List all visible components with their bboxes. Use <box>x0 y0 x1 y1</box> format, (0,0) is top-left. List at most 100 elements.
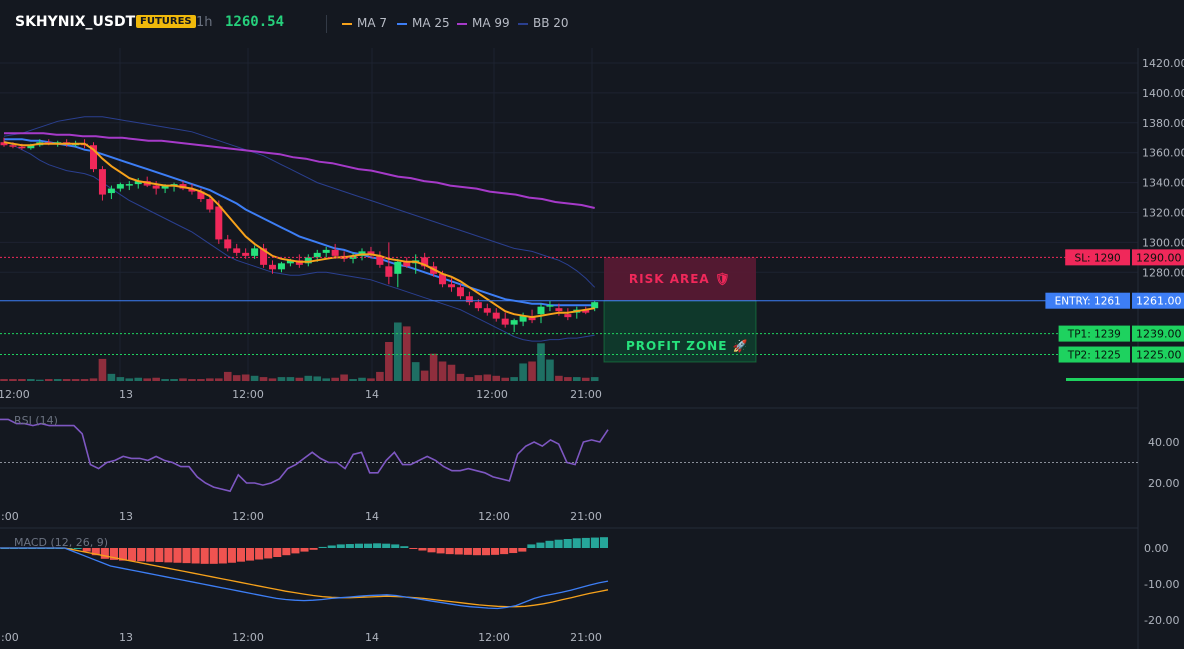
volume-bar <box>376 371 384 381</box>
macd-histogram-bar <box>118 548 128 561</box>
volume-bar <box>277 377 286 381</box>
macd-histogram-bar <box>518 548 527 552</box>
macd-histogram-bar <box>391 544 400 548</box>
macd-histogram-bar <box>146 548 155 562</box>
legend-bb20-swatch <box>518 22 528 25</box>
candle-body <box>18 146 26 149</box>
volume-bar <box>206 378 214 381</box>
price-y-tick: 1360.00 <box>1142 147 1184 160</box>
macd-histogram-bar <box>227 548 236 563</box>
legend-ma25-swatch <box>397 22 407 25</box>
price-y-tick: 1320.00 <box>1142 207 1184 220</box>
level-tag: ENTRY: 1261 1261.00 <box>1045 292 1184 309</box>
legend-bb20[interactable]: BB 20 <box>518 16 569 30</box>
macd-x-tick: 14 <box>365 631 379 644</box>
macd-histogram-bar <box>282 548 291 556</box>
chart-canvas[interactable]: RISK AREA 🛡 PROFIT ZONE 🚀 12:00 13 12:00 14 12… <box>0 48 1184 649</box>
price-axis-marker <box>1066 378 1184 381</box>
candle <box>251 245 259 259</box>
price-pane: RISK AREA 🛡 PROFIT ZONE 🚀 12:00 13 12:00 14 12… <box>0 48 1138 401</box>
interval-selector[interactable]: 1h <box>196 15 213 30</box>
candle-body <box>564 314 572 318</box>
legend-ma99-label: MA 99 <box>472 16 510 30</box>
candle-body <box>161 185 169 189</box>
macd-histogram-bar <box>164 548 173 563</box>
candle <box>537 303 545 324</box>
candle-body <box>304 257 312 264</box>
candle <box>215 200 223 244</box>
candle-body <box>206 199 214 210</box>
macd-y-tick: -10.00 <box>1144 578 1179 591</box>
level-tag: SL: 1290 1290.00 <box>1065 249 1184 266</box>
macd-histogram-bar <box>182 548 191 564</box>
price-x-tick: 12:00 <box>232 388 264 401</box>
level-tag-label: TP1: 1239 <box>1067 329 1121 341</box>
volume-bar <box>501 377 509 381</box>
candle <box>331 243 339 259</box>
volume-bar <box>313 376 322 381</box>
candle-body <box>277 263 285 270</box>
volume-bar <box>519 363 527 381</box>
volume-bar <box>546 359 554 381</box>
macd-x-tick: 12:00 <box>232 631 264 644</box>
legend-ma7[interactable]: MA 7 <box>342 16 387 30</box>
candle <box>116 182 124 192</box>
level-value-label: 1261.00 <box>1136 295 1182 308</box>
volume-bar <box>107 373 116 381</box>
legend-ma99[interactable]: MA 99 <box>457 16 510 30</box>
volume-bar <box>429 353 438 381</box>
candle <box>510 318 518 333</box>
macd-histogram-bar <box>481 548 491 556</box>
volume-bar <box>590 377 599 381</box>
futures-badge: FUTURES <box>136 15 196 28</box>
macd-y-tick: 0.00 <box>1144 542 1169 555</box>
candle-body <box>519 315 527 322</box>
risk-area-label: RISK AREA 🛡 <box>629 272 731 286</box>
level-tag-box <box>1058 346 1130 363</box>
volume-bar <box>259 377 268 381</box>
level-tag-box <box>1065 249 1130 266</box>
macd-x-tick: 12:00 <box>478 631 510 644</box>
level-tag-box <box>1058 325 1130 342</box>
candle-body <box>322 249 330 253</box>
candle-body <box>286 260 294 264</box>
price-x-tick: 14 <box>365 388 379 401</box>
candle <box>591 300 599 312</box>
volume-bar <box>483 374 492 381</box>
macd-histogram-bar <box>291 548 300 554</box>
volume-bar <box>349 379 357 381</box>
level-tag-box <box>1045 292 1130 309</box>
candle <box>269 260 276 274</box>
macd-histogram-bar <box>472 548 481 556</box>
volume-bar <box>268 378 277 381</box>
candle-body <box>269 264 276 270</box>
macd-histogram-bar <box>345 544 354 548</box>
macd-histogram-bar <box>255 548 264 560</box>
volume-bar <box>161 379 169 381</box>
level-tag-label: SL: 1290 <box>1075 252 1121 264</box>
candle-body <box>591 302 599 309</box>
price-x-tick: 12:00 <box>476 388 508 401</box>
volume-bar <box>537 343 545 381</box>
volume-bar <box>322 378 330 381</box>
symbol-title[interactable]: SKHYNIX_USDT <box>15 14 136 30</box>
macd-signal-line <box>0 547 609 608</box>
profit-zone <box>603 300 757 363</box>
candle-body <box>197 191 205 200</box>
legend-ma25[interactable]: MA 25 <box>397 16 450 30</box>
volume-bar <box>27 379 35 381</box>
last-price: 1260.54 <box>225 14 285 30</box>
level-value-label: 1290.00 <box>1136 251 1182 264</box>
candle-body <box>582 309 590 313</box>
macd-title: MACD (12, 26, 9) <box>14 536 108 549</box>
candle <box>224 234 232 252</box>
macd-histogram-bar <box>155 548 164 563</box>
candle-body <box>483 308 491 313</box>
macd-histogram-bar <box>363 543 373 548</box>
volume-bar <box>152 377 160 381</box>
macd-histogram-bar <box>336 544 345 548</box>
candle <box>376 251 384 268</box>
macd-histogram-bar <box>200 548 209 564</box>
macd-histogram-bar <box>463 548 472 555</box>
candle-body <box>367 251 375 255</box>
